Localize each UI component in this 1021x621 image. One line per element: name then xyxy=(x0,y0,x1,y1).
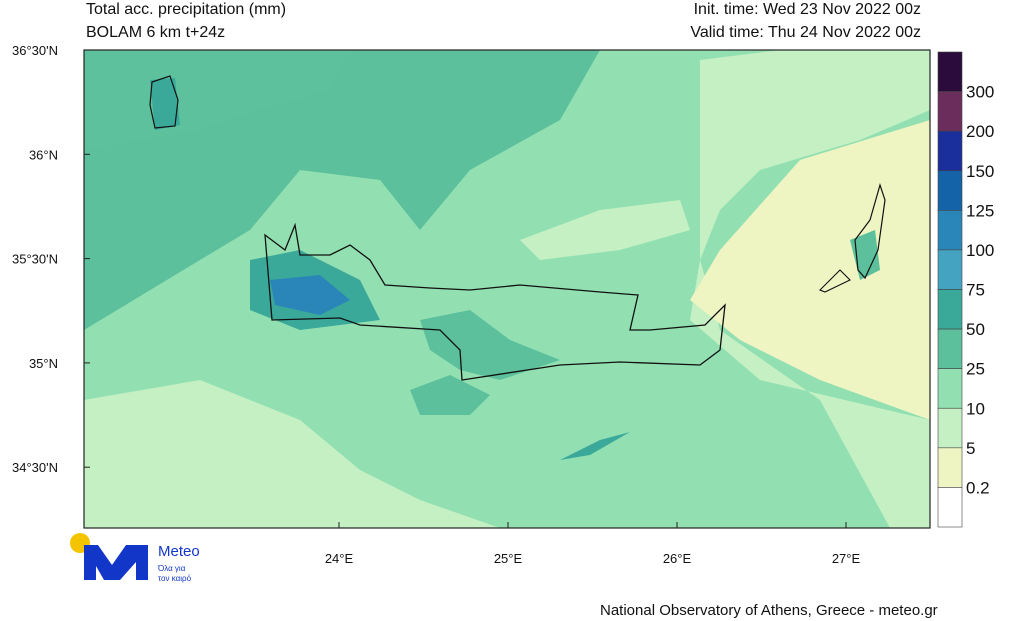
lon-label: 26°E xyxy=(663,551,692,566)
colorbar-swatch xyxy=(937,328,963,369)
lat-label: 34°30'N xyxy=(12,460,58,475)
map xyxy=(84,50,930,528)
lat-label: 36°N xyxy=(29,147,58,162)
colorbar-swatch xyxy=(937,407,963,449)
axes: 36°30'N 36°N 35°30'N 35°N 34°30'N 24°E 25°E 26°… xyxy=(12,43,860,566)
colorbar: 300 200 150 125 100 75 50 25 10 5 0.2 xyxy=(937,51,994,528)
logo: Meteo Όλα για τον καιρό xyxy=(70,533,200,583)
colorbar-swatch xyxy=(937,210,963,251)
colorbar-swatch xyxy=(937,91,963,132)
colorbar-label: 25 xyxy=(966,360,985,379)
colorbar-label: 200 xyxy=(966,122,994,141)
colorbar-swatch xyxy=(937,249,963,290)
colorbar-label: 50 xyxy=(966,320,985,339)
lon-label: 24°E xyxy=(325,551,354,566)
colorbar-label: 5 xyxy=(966,439,975,458)
colorbar-label: 0.2 xyxy=(966,478,990,497)
logo-tagline: τον καιρό xyxy=(158,574,192,583)
colorbar-swatch xyxy=(937,289,963,330)
valid-time: Valid time: Thu 24 Nov 2022 00z xyxy=(690,24,921,41)
colorbar-swatch xyxy=(937,51,963,92)
colorbar-swatch xyxy=(937,170,963,211)
colorbar-swatch xyxy=(937,368,963,409)
lon-label: 25°E xyxy=(494,551,523,566)
logo-name: Meteo xyxy=(158,543,200,560)
map-frame xyxy=(83,49,931,529)
lat-label: 36°30'N xyxy=(12,43,58,58)
colorbar-label: 125 xyxy=(966,201,994,220)
model: BOLAM 6 km t+24z xyxy=(86,24,225,41)
colorbar-swatch xyxy=(937,130,963,172)
lat-label: 35°N xyxy=(29,356,58,371)
colorbar-swatch xyxy=(937,487,963,528)
colorbar-label: 300 xyxy=(966,83,994,102)
colorbar-label: 75 xyxy=(966,281,985,300)
colorbar-label: 150 xyxy=(966,162,994,181)
init-time: Init. time: Wed 23 Nov 2022 00z xyxy=(694,1,921,18)
logo-mark xyxy=(84,545,148,580)
footer: National Observatory of Athens, Greece -… xyxy=(600,602,938,619)
lat-label: 35°30'N xyxy=(12,252,58,267)
colorbar-label: 100 xyxy=(966,241,994,260)
colorbar-label: 10 xyxy=(966,399,985,418)
colorbar-swatch xyxy=(937,447,963,488)
title: Total acc. precipitation (mm) xyxy=(86,1,286,18)
logo-tagline: Όλα για xyxy=(157,564,186,573)
lon-label: 27°E xyxy=(832,551,861,566)
